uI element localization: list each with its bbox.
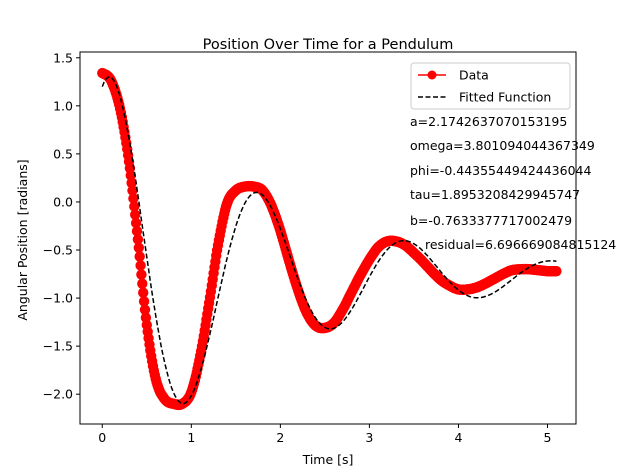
legend-box — [410, 62, 571, 110]
data-point — [551, 266, 562, 277]
y-axis-label: Angular Position [radians] — [15, 159, 30, 320]
data-point — [133, 242, 144, 253]
data-point — [135, 260, 146, 271]
x-tick-label: 3 — [365, 430, 373, 445]
y-tick-label: 1.0 — [53, 98, 73, 113]
data-point — [137, 278, 148, 289]
data-point — [138, 287, 149, 298]
x-tick-label: 1 — [187, 430, 195, 445]
data-point — [127, 185, 138, 196]
annotation-b: b=-0.7633377717002479 — [410, 213, 572, 228]
data-point — [136, 269, 147, 280]
y-tick-label: −1.0 — [43, 291, 73, 306]
data-point — [134, 251, 145, 262]
x-axis: 0 1 2 3 4 5 — [98, 424, 551, 445]
annotation-a: a=2.1742637070153195 — [410, 114, 567, 129]
data-point — [128, 193, 139, 204]
fitted-function-layer — [101, 76, 557, 405]
x-tick-label: 5 — [544, 430, 552, 445]
y-axis: −2.0 −1.5 −1.0 −0.5 0.0 0.5 1.0 1.5 — [43, 50, 80, 402]
legend: Data Fitted Function — [410, 62, 571, 110]
data-series-layer — [97, 67, 562, 411]
x-tick-label: 4 — [454, 430, 462, 445]
annotation-phi: phi=-0.44355449424436044 — [410, 163, 591, 178]
annotation-tau: tau=1.8953208429945747 — [410, 187, 580, 202]
x-tick-label: 0 — [98, 430, 106, 445]
plot-frame — [79, 51, 577, 425]
data-point — [132, 234, 144, 245]
chart-title: Position Over Time for a Pendulum — [203, 37, 454, 53]
data-point — [125, 170, 136, 181]
legend-data-marker — [427, 70, 437, 80]
y-tick-label: 0.5 — [53, 146, 73, 161]
data-point — [126, 177, 137, 189]
y-tick-label: −0.5 — [43, 243, 73, 258]
y-tick-label: −1.5 — [43, 339, 73, 354]
x-tick-label: 2 — [276, 430, 284, 445]
legend-fit-label: Fitted Function — [459, 90, 551, 105]
y-tick-label: −2.0 — [43, 387, 73, 402]
data-point — [138, 296, 150, 307]
data-point — [139, 304, 151, 315]
y-tick-label: 1.5 — [53, 50, 73, 65]
legend-data-label: Data — [459, 68, 489, 83]
fitted-function-line — [101, 76, 557, 405]
x-axis-label: Time [s] — [302, 452, 354, 467]
y-tick-label: 0.0 — [53, 194, 73, 209]
data-point — [130, 217, 142, 229]
annotation-omega: omega=3.801094044367349 — [410, 138, 595, 153]
data-point — [131, 226, 143, 237]
data-point — [130, 209, 141, 220]
data-point — [129, 201, 140, 212]
annotation-residual: residual=6.696669084815124 — [425, 237, 616, 252]
